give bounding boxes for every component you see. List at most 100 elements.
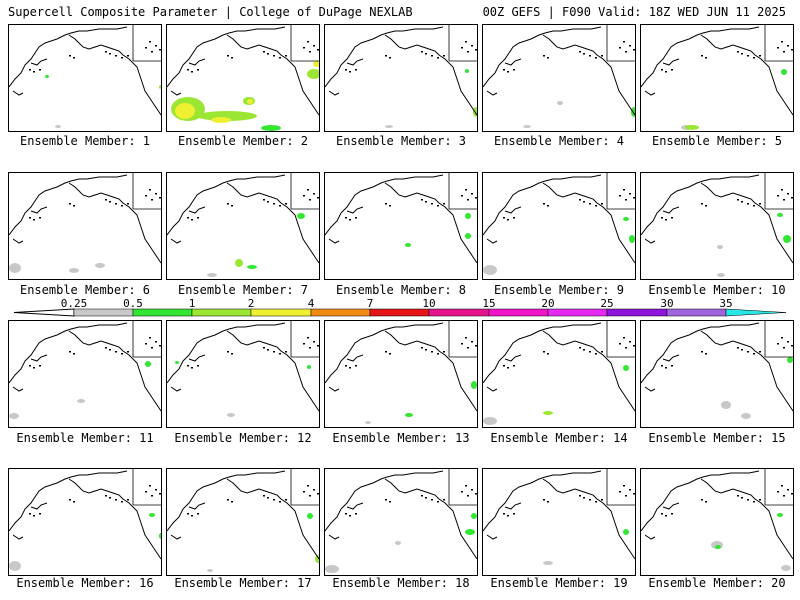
- scp-area: [235, 259, 243, 267]
- island: [197, 365, 199, 367]
- coastline: [662, 58, 680, 66]
- island: [349, 219, 351, 221]
- ensemble-map-14: [482, 320, 636, 428]
- coastline: [524, 30, 561, 42]
- coastline: [68, 182, 134, 212]
- scp-area: [385, 125, 393, 128]
- scp-area: [69, 268, 79, 273]
- island: [759, 351, 761, 353]
- scp-area: [741, 413, 751, 419]
- island: [507, 219, 509, 221]
- map-canvas: [325, 321, 477, 424]
- coastline: [644, 386, 656, 392]
- island: [507, 367, 509, 369]
- island: [267, 53, 269, 55]
- island: [191, 367, 193, 369]
- island: [307, 485, 309, 487]
- coastline: [167, 188, 210, 236]
- scp-area: [313, 61, 319, 67]
- island: [547, 57, 549, 59]
- coastline: [606, 210, 635, 264]
- island: [303, 491, 305, 493]
- island: [471, 193, 473, 195]
- colorbar-tick-label: 35: [719, 297, 733, 310]
- island: [191, 515, 193, 517]
- island: [791, 49, 793, 51]
- island: [389, 501, 391, 503]
- scp-area: [211, 117, 231, 123]
- island: [661, 217, 663, 219]
- island: [425, 497, 427, 499]
- island: [503, 513, 505, 515]
- island: [633, 49, 635, 51]
- island: [313, 489, 315, 491]
- coastline: [170, 534, 182, 540]
- coastline: [641, 40, 684, 88]
- island: [705, 353, 707, 355]
- island: [317, 197, 319, 199]
- member-label: Ensemble Member: 7: [177, 283, 309, 297]
- scp-area: [405, 243, 411, 247]
- ensemble-map-15: [640, 320, 794, 428]
- island: [471, 489, 473, 491]
- coastline: [606, 62, 635, 116]
- island: [467, 51, 469, 53]
- island: [467, 495, 469, 497]
- coastline: [50, 474, 87, 486]
- island: [285, 499, 287, 501]
- island: [443, 499, 445, 501]
- member-label: Ensemble Member: 14: [490, 431, 628, 445]
- island: [73, 205, 75, 207]
- island: [783, 51, 785, 53]
- coastline: [366, 30, 403, 42]
- coastline: [662, 502, 680, 510]
- island: [623, 41, 625, 43]
- island: [151, 199, 153, 201]
- map-canvas: [641, 469, 793, 571]
- island: [309, 495, 311, 497]
- scp-area: [227, 413, 235, 417]
- island: [303, 195, 305, 197]
- island: [69, 55, 71, 57]
- island: [437, 57, 439, 59]
- coastline: [132, 210, 161, 264]
- island: [777, 195, 779, 197]
- island: [349, 515, 351, 517]
- island: [629, 45, 631, 47]
- island: [543, 55, 545, 57]
- scp-area: [9, 263, 21, 273]
- coastline: [328, 90, 340, 96]
- island: [753, 205, 755, 207]
- scp-area: [405, 413, 413, 417]
- coastline: [560, 322, 602, 328]
- map-canvas: [167, 321, 319, 417]
- island: [619, 343, 621, 345]
- island: [747, 351, 749, 353]
- coastline: [328, 386, 340, 392]
- colorbar-tick-label: 10: [422, 297, 436, 310]
- island: [263, 495, 265, 497]
- island: [701, 499, 703, 501]
- coastline: [226, 478, 292, 508]
- coastline: [718, 322, 760, 328]
- scp-area: [159, 533, 161, 539]
- island: [307, 337, 309, 339]
- scp-area: [483, 265, 497, 275]
- coastline: [448, 62, 477, 116]
- island: [747, 55, 749, 57]
- island: [705, 205, 707, 207]
- coastline: [244, 322, 286, 328]
- colorbar-tick-label: 25: [600, 297, 614, 310]
- island: [127, 55, 129, 57]
- scp-area: [261, 125, 281, 131]
- island: [589, 55, 591, 57]
- coastline: [290, 358, 319, 412]
- island: [543, 203, 545, 205]
- island: [661, 69, 663, 71]
- coastline: [167, 40, 210, 88]
- coastline: [325, 40, 368, 88]
- island: [263, 51, 265, 53]
- island: [431, 351, 433, 353]
- coastline: [244, 174, 286, 180]
- island: [783, 199, 785, 201]
